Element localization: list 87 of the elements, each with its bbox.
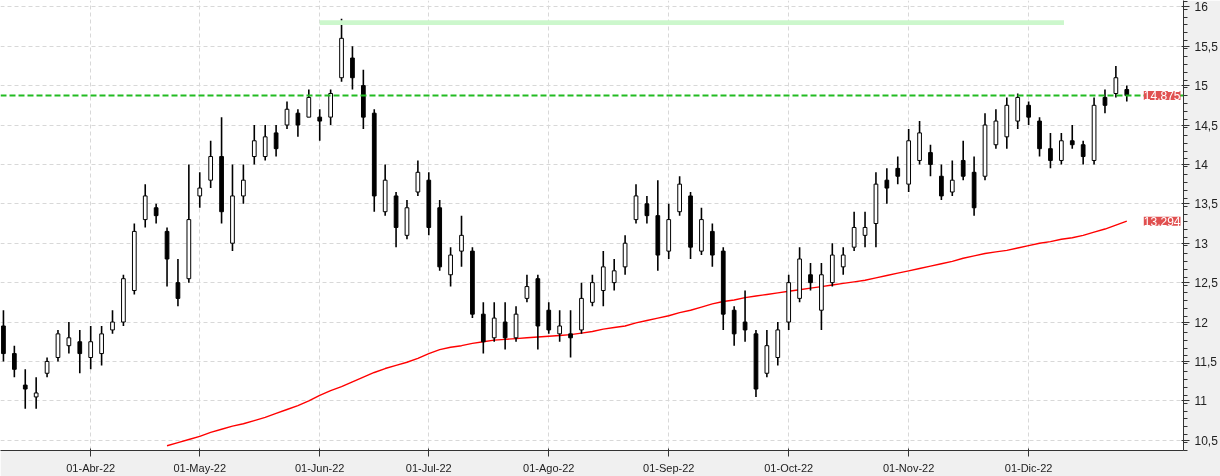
x-tick-label: 01-May-22	[173, 461, 227, 474]
candlestick	[448, 246, 453, 288]
candlestick	[939, 163, 944, 201]
candlestick	[273, 124, 279, 158]
candlestick	[208, 139, 214, 189]
candlestick	[949, 159, 955, 197]
candlestick	[611, 258, 617, 292]
candlestick	[644, 195, 650, 225]
x-tick-label: 01-Dic-22	[1004, 461, 1053, 474]
y-tick-label: 12,5	[1194, 276, 1219, 291]
candlestick	[88, 325, 94, 371]
y-tick-label: 14,5	[1194, 118, 1219, 133]
y-tick-label: 15	[1194, 79, 1209, 94]
candlestick	[99, 325, 104, 367]
candlestick	[808, 262, 813, 292]
candlestick	[546, 301, 552, 335]
candlestick	[731, 305, 737, 347]
candlestick	[524, 273, 530, 304]
candlestick	[742, 289, 748, 343]
candlestick	[568, 309, 573, 359]
y-tick-label: 11,5	[1194, 354, 1218, 369]
candlestick	[295, 108, 301, 138]
y-tick-label: 16	[1194, 0, 1209, 15]
candlestick	[197, 171, 203, 209]
candlestick	[1048, 132, 1053, 170]
candlestick	[491, 301, 497, 343]
y-tick-label: 12	[1194, 315, 1209, 330]
candlestick	[66, 321, 72, 355]
candlestick	[22, 368, 28, 410]
y-tick-label: 15,5	[1194, 39, 1219, 54]
y-tick-label: 13	[1194, 236, 1209, 251]
candlestick	[1026, 100, 1031, 126]
candlestick	[1015, 92, 1021, 130]
candlestick	[502, 301, 508, 351]
candlestick	[862, 210, 868, 248]
candlestick	[884, 167, 890, 205]
candlestick	[241, 163, 246, 205]
y-tick-label: 13,5	[1194, 197, 1219, 212]
candlestick	[1059, 132, 1064, 166]
candlestick	[33, 376, 39, 410]
candlestick	[55, 329, 61, 363]
candlestick	[960, 139, 966, 181]
candlestick	[1113, 65, 1119, 99]
candlestick	[633, 183, 639, 225]
candlestick	[317, 108, 323, 142]
candlestick	[600, 250, 606, 308]
candlestick	[1102, 88, 1108, 114]
candlestick	[928, 143, 933, 178]
candlestick	[262, 124, 268, 162]
x-tick-label: 01-Ago-22	[523, 461, 575, 474]
candlestick	[557, 309, 563, 343]
candlestick	[251, 124, 257, 166]
candlestick	[622, 234, 628, 276]
candlestick	[459, 214, 464, 268]
candlestick	[415, 159, 421, 197]
text: 13,294	[1143, 214, 1181, 229]
x-tick-label: 01-Jun-22	[294, 461, 345, 474]
candlestick	[175, 258, 181, 308]
candlestick	[12, 344, 17, 379]
candlestick	[284, 100, 290, 130]
candlestick	[110, 309, 115, 335]
candlestick	[306, 88, 312, 118]
candlestick	[513, 305, 519, 343]
candlestick	[142, 183, 148, 229]
y-tick-label: 10,5	[1194, 433, 1219, 448]
y-tick-label: 11	[1194, 394, 1208, 409]
ref-line-label: 14,875	[1143, 88, 1181, 103]
candlestick	[851, 210, 857, 252]
candlestick	[328, 88, 333, 126]
x-tick-label: 01-Jul-22	[405, 461, 452, 474]
candlestick	[710, 222, 715, 268]
x-tick-label: 01-Sep-22	[643, 461, 695, 474]
candlestick	[44, 356, 50, 379]
line-series	[166, 220, 1128, 447]
candlestick	[153, 203, 159, 225]
candlestick	[895, 155, 901, 185]
candlestick	[1080, 139, 1086, 166]
x-tick-label: 01-Nov-22	[882, 461, 935, 474]
x-tick-label: 01-Oct-22	[764, 461, 814, 474]
x-tick-label: 01-Abr-22	[66, 461, 116, 474]
candlestick	[77, 329, 83, 375]
candlestick	[993, 108, 999, 150]
candlestick	[350, 45, 355, 91]
y-tick-label: 14	[1194, 157, 1209, 172]
candlestick	[840, 246, 846, 276]
candlestick	[1069, 124, 1075, 150]
candlestick	[590, 273, 595, 308]
